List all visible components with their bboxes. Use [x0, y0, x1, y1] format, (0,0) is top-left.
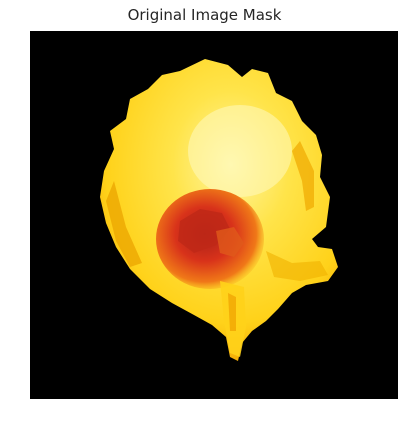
center-spot	[216, 227, 244, 257]
flower-image	[100, 59, 338, 361]
petal-highlight	[188, 105, 292, 197]
petal-streak	[106, 181, 142, 267]
petal-streak	[292, 141, 314, 211]
center-spot	[178, 209, 230, 253]
petal-tip	[228, 293, 236, 331]
petal-streak	[266, 251, 328, 281]
figure-title: Original Image Mask	[127, 6, 282, 24]
image-mask	[30, 31, 398, 399]
